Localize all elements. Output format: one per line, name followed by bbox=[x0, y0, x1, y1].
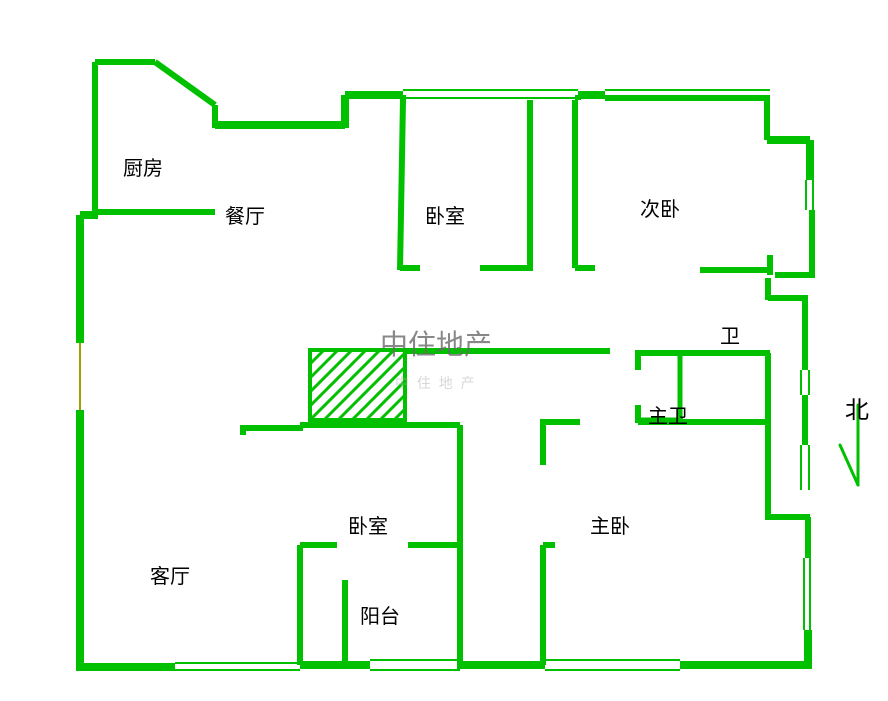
watermark-sub: 中 住 地 产 bbox=[395, 373, 477, 393]
label-toilet: 卫 bbox=[720, 320, 740, 349]
label-kitchen: 厨房 bbox=[123, 152, 163, 181]
label-north: 北 bbox=[845, 390, 869, 425]
label-secondary-bedroom: 次卧 bbox=[640, 193, 680, 222]
label-balcony: 阳台 bbox=[360, 600, 400, 629]
label-bedroom-top: 卧室 bbox=[425, 200, 465, 229]
label-master-toilet: 主卫 bbox=[648, 400, 688, 429]
label-bedroom-mid: 卧室 bbox=[348, 510, 388, 539]
watermark-main: 中住地产 bbox=[380, 323, 492, 363]
label-living: 客厅 bbox=[150, 560, 190, 589]
label-master-bedroom: 主卧 bbox=[590, 510, 630, 539]
label-dining: 餐厅 bbox=[225, 200, 265, 229]
